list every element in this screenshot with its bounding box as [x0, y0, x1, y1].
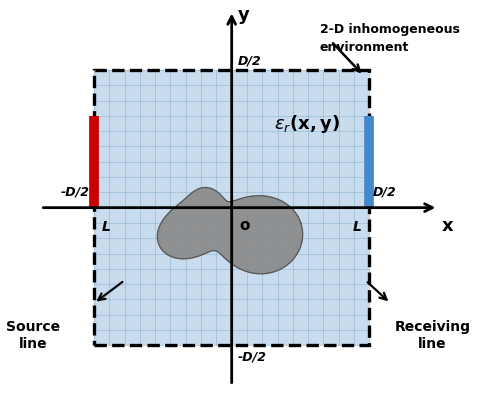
- Polygon shape: [157, 188, 303, 274]
- Bar: [94, 71, 369, 346]
- Text: 2-D inhomogeneous
environment: 2-D inhomogeneous environment: [319, 23, 460, 54]
- Text: D/2: D/2: [373, 185, 397, 198]
- Text: D/2: D/2: [238, 54, 261, 67]
- Text: x: x: [442, 217, 454, 235]
- Text: L: L: [353, 220, 362, 233]
- Text: L: L: [101, 220, 111, 233]
- Text: -D/2: -D/2: [61, 185, 90, 198]
- Text: y: y: [238, 6, 249, 24]
- Bar: [94, 71, 369, 346]
- Text: $\epsilon_r\mathbf{(x,y)}$: $\epsilon_r\mathbf{(x,y)}$: [274, 113, 340, 135]
- Text: o: o: [239, 218, 250, 233]
- Text: Source
line: Source line: [6, 319, 60, 350]
- Text: -D/2: -D/2: [238, 349, 267, 362]
- Text: Receiving
line: Receiving line: [394, 319, 470, 350]
